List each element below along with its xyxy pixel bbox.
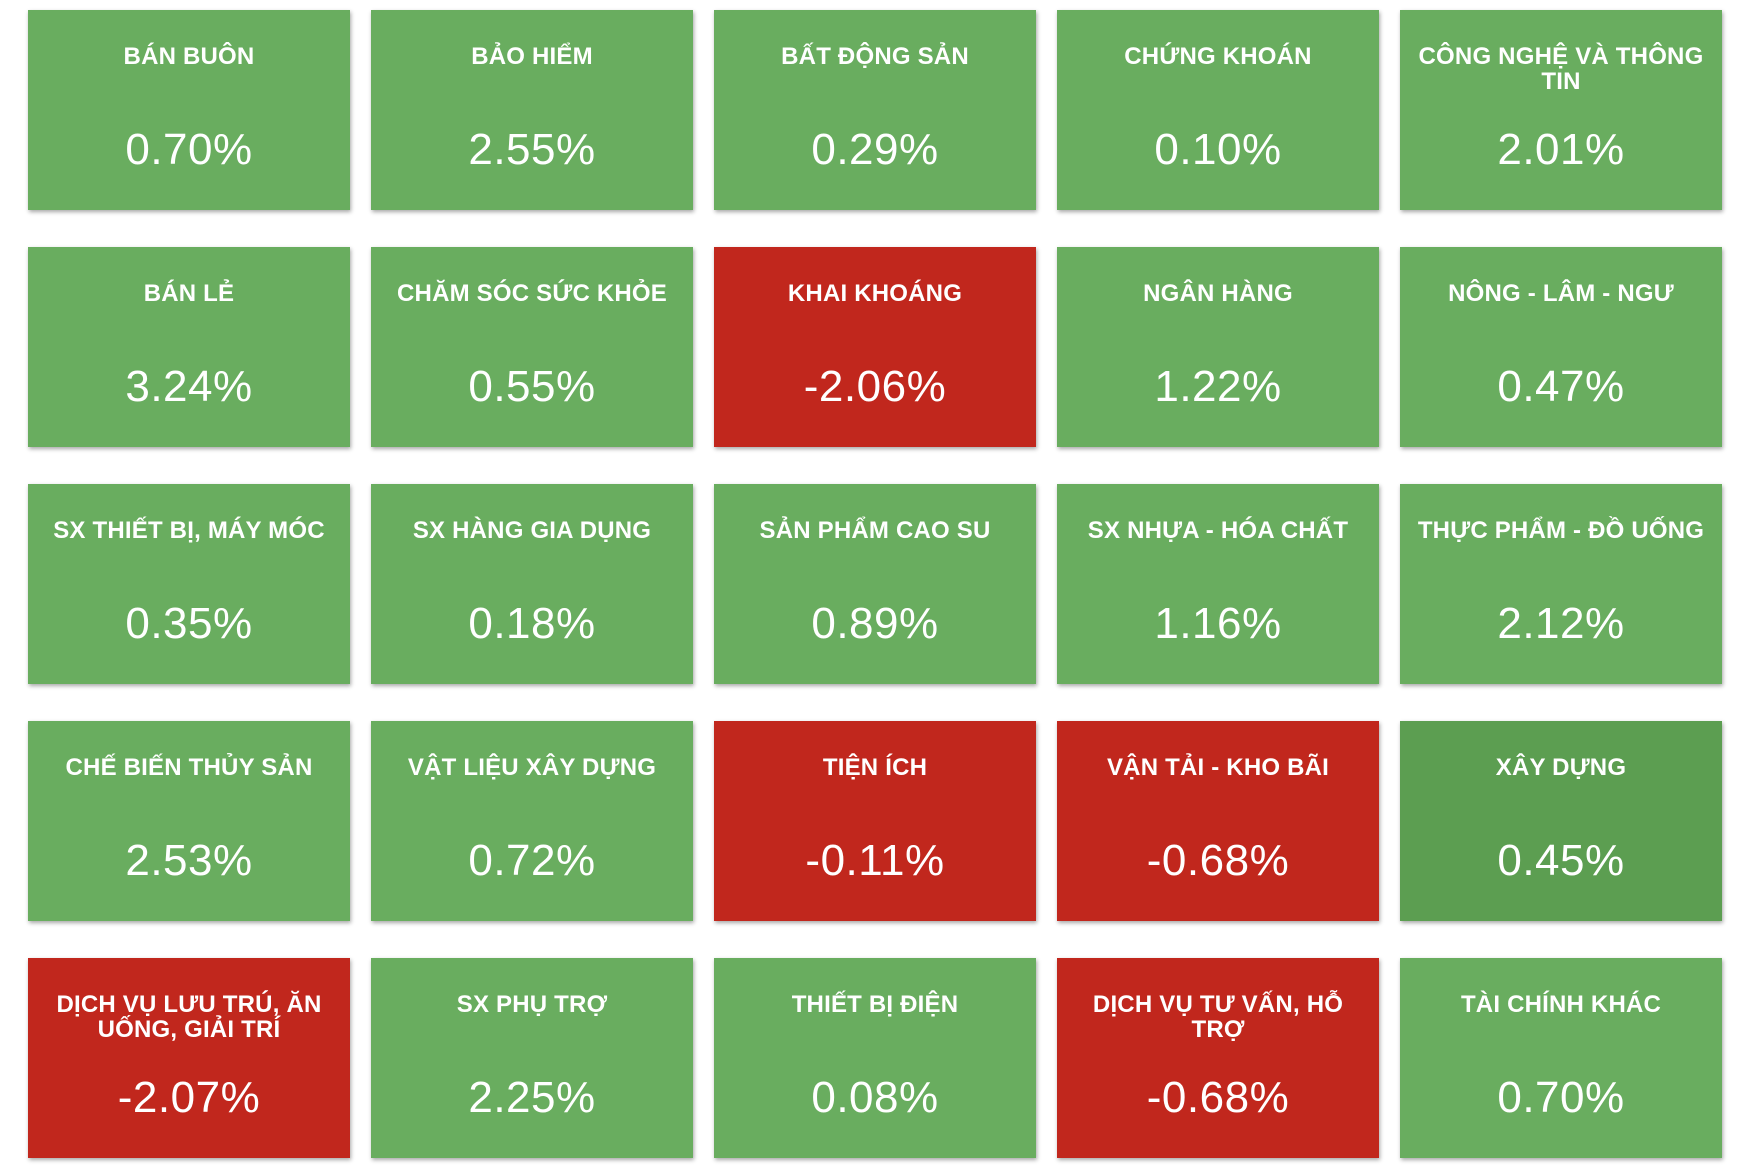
sector-change: 2.55% xyxy=(468,125,596,174)
sector-name: BÁN LẺ xyxy=(143,280,235,307)
sector-tile[interactable]: DỊCH VỤ TƯ VẤN, HỖ TRỢ -0.68% xyxy=(1057,958,1379,1158)
sector-name: SX HÀNG GIA DỤNG xyxy=(412,517,652,544)
sector-change: 2.01% xyxy=(1497,125,1625,174)
sector-name: BẢO HIỂM xyxy=(471,43,593,70)
sector-change: 0.47% xyxy=(1497,362,1625,411)
sector-tile[interactable]: SẢN PHẨM CAO SU 0.89% xyxy=(714,484,1036,684)
sector-name: DỊCH VỤ LƯU TRÚ, ĂN UỐNG, GIẢI TRÍ xyxy=(56,991,322,1043)
sector-name: DỊCH VỤ TƯ VẤN, HỖ TRỢ xyxy=(1092,991,1344,1043)
sector-change: 0.45% xyxy=(1497,836,1625,885)
sector-tile[interactable]: SX PHỤ TRỢ 2.25% xyxy=(371,958,693,1158)
sector-name: TIỆN ÍCH xyxy=(822,754,928,781)
sector-tile[interactable]: NÔNG - LÂM - NGƯ 0.47% xyxy=(1400,247,1722,447)
sector-name: VẬT LIỆU XÂY DỰNG xyxy=(407,754,657,781)
sector-change: 2.53% xyxy=(125,836,253,885)
sector-tile[interactable]: CÔNG NGHỆ VÀ THÔNG TIN 2.01% xyxy=(1400,10,1722,210)
sector-name: VẬN TẢI - KHO BÃI xyxy=(1106,754,1330,781)
sector-name: CÔNG NGHỆ VÀ THÔNG TIN xyxy=(1418,43,1704,95)
sector-name: KHAI KHOÁNG xyxy=(787,280,963,307)
sector-change: 0.55% xyxy=(468,362,596,411)
sector-change: 2.25% xyxy=(468,1073,596,1122)
sector-tile[interactable]: BẢO HIỂM 2.55% xyxy=(371,10,693,210)
sector-change: -2.07% xyxy=(117,1073,261,1122)
sector-name: THIẾT BỊ ĐIỆN xyxy=(791,991,959,1018)
sector-change: 0.70% xyxy=(1497,1073,1625,1122)
sector-change: 0.70% xyxy=(125,125,253,174)
sector-change: 1.16% xyxy=(1154,599,1282,648)
sector-tile[interactable]: THIẾT BỊ ĐIỆN 0.08% xyxy=(714,958,1036,1158)
sector-tile[interactable]: VẬN TẢI - KHO BÃI -0.68% xyxy=(1057,721,1379,921)
sector-name: BẤT ĐỘNG SẢN xyxy=(781,43,969,70)
sector-tile[interactable]: SX THIẾT BỊ, MÁY MÓC 0.35% xyxy=(28,484,350,684)
sector-change: 0.29% xyxy=(811,125,939,174)
sector-name: SX NHỰA - HÓA CHẤT xyxy=(1087,517,1349,544)
sector-tile[interactable]: BÁN BUÔN 0.70% xyxy=(28,10,350,210)
sector-change: 0.08% xyxy=(811,1073,939,1122)
sector-name: NGÂN HÀNG xyxy=(1143,280,1293,307)
sector-change: 0.35% xyxy=(125,599,253,648)
sector-tile[interactable]: BẤT ĐỘNG SẢN 0.29% xyxy=(714,10,1036,210)
sector-tile[interactable]: VẬT LIỆU XÂY DỰNG 0.72% xyxy=(371,721,693,921)
sector-tile[interactable]: CHẾ BIẾN THỦY SẢN 2.53% xyxy=(28,721,350,921)
sector-change: 0.10% xyxy=(1154,125,1282,174)
sector-tile[interactable]: THỰC PHẨM - ĐỒ UỐNG 2.12% xyxy=(1400,484,1722,684)
sector-change: -0.11% xyxy=(805,836,945,885)
sector-tile[interactable]: SX HÀNG GIA DỤNG 0.18% xyxy=(371,484,693,684)
sector-tile[interactable]: TÀI CHÍNH KHÁC 0.70% xyxy=(1400,958,1722,1158)
sector-tile[interactable]: NGÂN HÀNG 1.22% xyxy=(1057,247,1379,447)
sector-name: SẢN PHẨM CAO SU xyxy=(759,517,991,544)
sector-name: TÀI CHÍNH KHÁC xyxy=(1460,991,1662,1018)
sector-tile[interactable]: SX NHỰA - HÓA CHẤT 1.16% xyxy=(1057,484,1379,684)
sector-change: -0.68% xyxy=(1146,1073,1290,1122)
sector-name: SX PHỤ TRỢ xyxy=(456,991,608,1018)
sector-tile[interactable]: TIỆN ÍCH -0.11% xyxy=(714,721,1036,921)
sector-change: -2.06% xyxy=(803,362,947,411)
sector-name: THỰC PHẨM - ĐỒ UỐNG xyxy=(1417,517,1705,544)
sector-name: BÁN BUÔN xyxy=(123,43,255,70)
sector-change: 3.24% xyxy=(125,362,253,411)
sector-name: CHĂM SÓC SỨC KHỎE xyxy=(397,280,667,307)
sector-tile[interactable]: CHỨNG KHOÁN 0.10% xyxy=(1057,10,1379,210)
sector-tile[interactable]: KHAI KHOÁNG -2.06% xyxy=(714,247,1036,447)
sector-change: 1.22% xyxy=(1154,362,1282,411)
sector-name: CHỨNG KHOÁN xyxy=(1124,43,1312,70)
sector-name: XÂY DỰNG xyxy=(1495,754,1627,781)
sector-change: 0.72% xyxy=(468,836,596,885)
sector-change: 0.89% xyxy=(811,599,939,648)
sector-name: SX THIẾT BỊ, MÁY MÓC xyxy=(53,517,325,544)
sector-name: NÔNG - LÂM - NGƯ xyxy=(1448,280,1674,307)
sector-tile[interactable]: CHĂM SÓC SỨC KHỎE 0.55% xyxy=(371,247,693,447)
sector-name: CHẾ BIẾN THỦY SẢN xyxy=(65,754,313,781)
sector-tile[interactable]: XÂY DỰNG 0.45% xyxy=(1400,721,1722,921)
sector-tile[interactable]: DỊCH VỤ LƯU TRÚ, ĂN UỐNG, GIẢI TRÍ -2.07% xyxy=(28,958,350,1158)
sector-change: 0.18% xyxy=(468,599,596,648)
sector-change: 2.12% xyxy=(1497,599,1625,648)
sector-tile[interactable]: BÁN LẺ 3.24% xyxy=(28,247,350,447)
sector-change: -0.68% xyxy=(1146,836,1290,885)
